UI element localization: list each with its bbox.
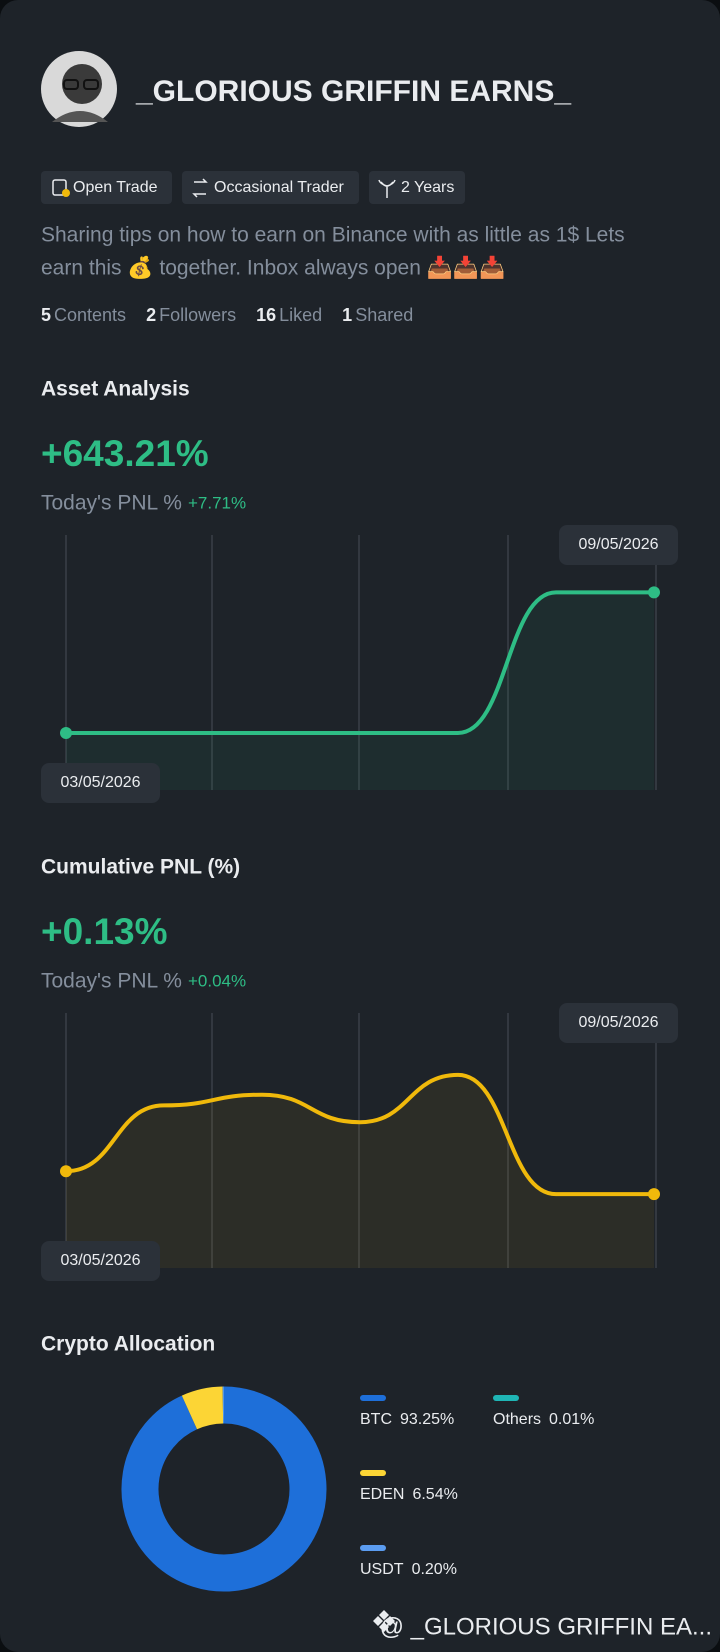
x-tick-label: 03/05/2026 (60, 1252, 140, 1269)
stat-value: 16 (256, 305, 276, 325)
avatar[interactable] (41, 51, 117, 127)
badge: 2 Years (401, 179, 454, 196)
charts: Asset Analysis +643.21% Today's PNL % +7.71… (41, 378, 678, 1592)
headline: +0.13% (41, 911, 168, 952)
profile-name: _GLORIOUS GRIFFIN EARNS_ (135, 75, 571, 108)
donut-slice (181, 1386, 224, 1430)
legend-value: 93.25% (400, 1411, 454, 1428)
x-tick-label: 03/05/2026 (60, 774, 140, 791)
stat-value: 5 (41, 305, 51, 325)
legend-swatch (360, 1395, 386, 1401)
legend-label: BTC (360, 1411, 392, 1428)
badge: Open Trade (73, 179, 158, 196)
section-title: Crypto Allocation (41, 1333, 215, 1356)
watermark-text: @ _GLORIOUS GRIFFIN EA... (380, 1613, 712, 1640)
end-dot (60, 1165, 72, 1178)
end-dot (648, 586, 660, 599)
stat-label: Contents (54, 305, 126, 325)
watermark: @ _GLORIOUS GRIFFIN EA... (373, 1610, 712, 1640)
date-box (41, 1241, 160, 1281)
legend-value: 6.54% (412, 1486, 457, 1503)
x-tick-label: 09/05/2026 (578, 1014, 658, 1031)
section-title: Asset Analysis (41, 378, 190, 401)
headline: +643.21% (41, 433, 209, 474)
section-title: Cumulative PNL (%) (41, 856, 240, 879)
legend-value: 0.20% (412, 1561, 457, 1578)
subtitle-value: +0.04% (188, 971, 246, 990)
date-box (559, 525, 678, 565)
stat-value: 2 (146, 305, 156, 325)
legend-swatch (360, 1470, 386, 1476)
bio-line: earn this 💰 together. Inbox always open … (41, 255, 505, 281)
donut-slice (121, 1386, 327, 1592)
stat-label: Followers (159, 305, 236, 325)
line (65, 590, 654, 736)
legend-swatch (360, 1545, 386, 1551)
line-area (66, 1074, 654, 1268)
subtitle: Today's PNL % (41, 970, 182, 993)
date-box (41, 763, 160, 803)
subtitle: Today's PNL % (41, 492, 182, 515)
badge: Occasional Trader (214, 179, 345, 196)
stats: 5 Contents 2 Followers 16 Liked 1 Shared (41, 305, 413, 325)
subtitle-value: +7.71% (188, 493, 246, 512)
stat-value: 1 (342, 305, 352, 325)
date-box (559, 1003, 678, 1043)
badges: Open Trade Occasional Trader 2 Years (41, 171, 465, 204)
stat-label: Shared (355, 305, 413, 325)
line (65, 1072, 654, 1197)
legend-label: Others (493, 1411, 541, 1428)
end-dot (60, 727, 72, 739)
x-tick-label: 09/05/2026 (578, 536, 658, 553)
stat-label: Liked (279, 305, 322, 325)
legend-swatch (493, 1395, 519, 1401)
bio-line: Sharing tips on how to earn on Binance w… (41, 224, 625, 247)
end-dot (648, 1188, 660, 1201)
legend-value: 0.01% (549, 1411, 594, 1428)
line-area (66, 592, 654, 790)
legend-label: USDT (360, 1561, 404, 1578)
legend-label: EDEN (360, 1486, 404, 1503)
